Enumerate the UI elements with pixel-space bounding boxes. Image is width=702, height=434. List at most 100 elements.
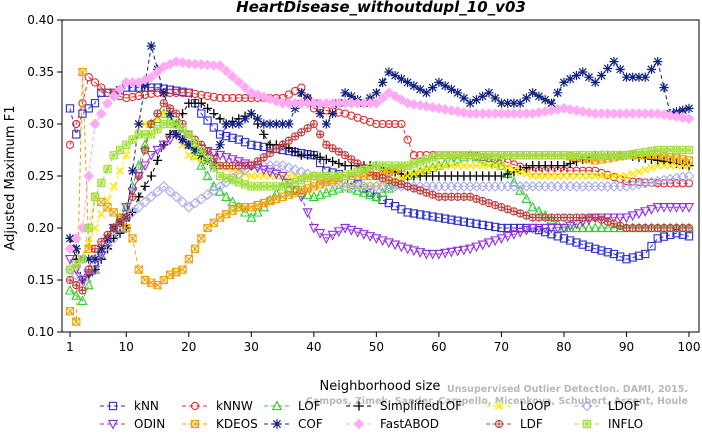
legend-item-cof: COF bbox=[264, 417, 323, 431]
series-odin-point bbox=[127, 187, 138, 198]
series-loop-point bbox=[459, 161, 469, 170]
series-knnw-point bbox=[334, 108, 344, 117]
series-knnw-point bbox=[653, 179, 662, 188]
series-fastabod-point bbox=[383, 87, 395, 99]
series-ldof-point bbox=[183, 201, 195, 213]
series-knnw-point bbox=[203, 91, 212, 101]
legend-label: INFLO bbox=[608, 417, 643, 431]
series-cof-point bbox=[559, 77, 569, 87]
x-tick-label: 60 bbox=[431, 340, 446, 354]
series-kdeos-point bbox=[684, 156, 694, 165]
series-cof-point bbox=[277, 119, 288, 129]
series-knn-point bbox=[534, 225, 544, 235]
series-odin-point bbox=[333, 227, 344, 238]
series-fastabod-point bbox=[227, 71, 238, 82]
series-cof-point bbox=[621, 72, 632, 82]
series-ldf-point bbox=[259, 153, 268, 162]
series-ldf-point bbox=[140, 145, 150, 155]
series-knnw-point bbox=[134, 91, 143, 101]
series-loop-point bbox=[140, 119, 150, 129]
series-knn-point bbox=[441, 214, 450, 223]
series-cof-point bbox=[252, 114, 263, 124]
series-knn-point bbox=[153, 83, 162, 92]
series-cof-point bbox=[177, 135, 188, 145]
legend-label: kNN bbox=[134, 399, 159, 413]
series-simplifiedlof-point bbox=[152, 155, 163, 165]
series-kdeos-point bbox=[197, 234, 206, 243]
series-inflo-point bbox=[415, 156, 425, 167]
series-loop-point bbox=[403, 171, 412, 181]
series-knnw-point bbox=[372, 119, 381, 129]
series-fastabod-point bbox=[377, 92, 389, 104]
series-inflo-point bbox=[152, 124, 163, 134]
axes: 1 10 20 30 40 50 60 70 80 90 100 0.10 0.15 0.20 0.25 0.… bbox=[27, 13, 700, 354]
series-inflo-point bbox=[346, 169, 356, 179]
series-cof-point bbox=[371, 88, 381, 98]
series-ldf-point bbox=[503, 205, 512, 214]
series-fastabod-point bbox=[89, 118, 101, 130]
series-odin-point bbox=[465, 244, 476, 255]
series-loop-point bbox=[503, 163, 512, 172]
series-odin-point bbox=[308, 223, 319, 234]
series-inflo-point bbox=[628, 149, 638, 159]
series-knn-point bbox=[547, 230, 556, 239]
series-cof-point bbox=[646, 64, 657, 74]
series-ldf-point bbox=[491, 200, 500, 210]
series-inflo-point bbox=[127, 135, 138, 145]
series-ldof-point bbox=[683, 170, 695, 182]
series-inflo bbox=[65, 119, 694, 275]
series-lof-point bbox=[64, 284, 76, 295]
legend-item-inflo: INFLO bbox=[574, 417, 643, 431]
series-loop-point bbox=[653, 161, 662, 170]
series-ldof-point bbox=[677, 171, 689, 183]
series-simplifiedlof-point bbox=[678, 159, 688, 170]
series-odin-point bbox=[677, 203, 688, 213]
series-ldof-point bbox=[646, 176, 657, 188]
series-simplifiedlof-point bbox=[503, 169, 513, 179]
series-knn-point bbox=[578, 240, 587, 249]
series-ldf-point bbox=[616, 221, 625, 231]
series-inflo-point bbox=[77, 254, 88, 264]
series-inflo-point bbox=[296, 175, 306, 185]
series-ldf-point bbox=[165, 104, 175, 113]
series-odin-point bbox=[627, 211, 638, 222]
series-ldof-point bbox=[189, 197, 201, 209]
series-lof-point bbox=[577, 222, 588, 233]
series-lof-point bbox=[314, 189, 326, 199]
series-ldof-point bbox=[139, 196, 151, 208]
legend-swatch-marker bbox=[272, 419, 282, 429]
series-cof-point bbox=[571, 70, 582, 81]
series-cof-point bbox=[603, 63, 613, 74]
series-lof-point bbox=[527, 201, 538, 212]
series-cof-line bbox=[69, 45, 690, 260]
series-loop-point bbox=[547, 171, 556, 181]
series-cof-point bbox=[409, 81, 419, 91]
series-ldof-point bbox=[658, 174, 670, 186]
series-loop-point bbox=[591, 171, 600, 181]
series-knn-point bbox=[234, 135, 243, 144]
series-cof-point bbox=[546, 98, 557, 108]
series-kdeos-point bbox=[78, 67, 87, 77]
series-loop-point bbox=[609, 171, 619, 181]
series-odin-point bbox=[346, 225, 357, 236]
series-inflo-point bbox=[215, 171, 225, 181]
series-inflo-point bbox=[71, 259, 81, 269]
series-knn-point bbox=[72, 130, 81, 139]
series-cof-point bbox=[609, 57, 619, 67]
x-tick-label: 50 bbox=[369, 340, 384, 354]
series-ldf-point bbox=[172, 109, 181, 118]
series-cof-point bbox=[171, 129, 181, 139]
series-ldof-point bbox=[671, 172, 682, 184]
series-loop-point bbox=[534, 171, 544, 181]
series-odin-point bbox=[121, 203, 132, 213]
series-loop-point bbox=[566, 171, 575, 181]
series-loop-point bbox=[597, 171, 606, 181]
series-odin-point bbox=[633, 209, 645, 220]
series-odin-point bbox=[546, 223, 557, 234]
series-cof-point bbox=[221, 119, 231, 129]
series-fastabod-point bbox=[145, 71, 157, 83]
series-knnw-point bbox=[228, 93, 237, 103]
series-loop-point bbox=[484, 161, 494, 170]
series-odin-point bbox=[208, 148, 219, 159]
series-knnw-point bbox=[397, 119, 406, 129]
